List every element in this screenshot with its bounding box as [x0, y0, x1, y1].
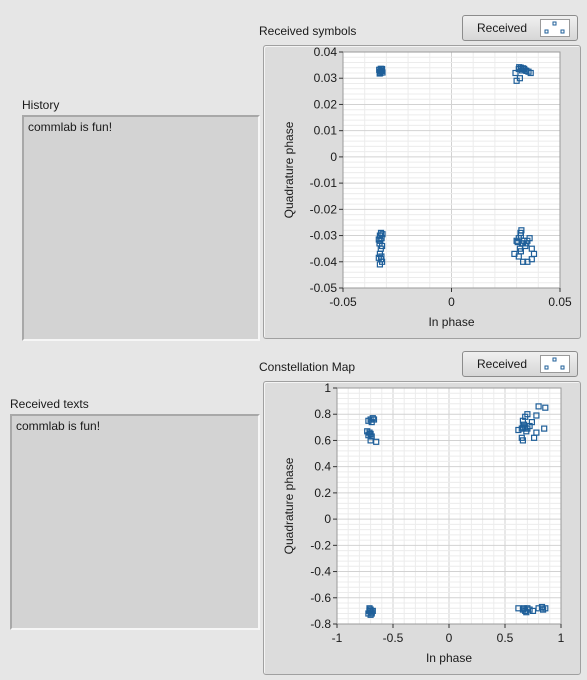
rs-ytick-label: 0	[330, 150, 337, 164]
cm-data-point	[373, 438, 380, 445]
cm-data-point	[368, 433, 375, 440]
cm-data-point	[365, 417, 372, 424]
rs-ytick-label: -0.01	[310, 176, 338, 190]
rs-ytick-label: 0.01	[314, 124, 338, 138]
cm-ytick-label: -0.4	[310, 565, 331, 579]
cm-ytick-label: 0.2	[314, 486, 331, 500]
received-symbols-chart[interactable]: 0.04 0.03 0.02 0.01 0 -0.01 -0.02 -0.03 -0.04 -0.…	[263, 45, 579, 337]
cm-ytick-label: 0.4	[314, 460, 331, 474]
received-texts-text: commlab is fun!	[16, 419, 101, 433]
rs-data-point	[378, 253, 385, 260]
rs-data-point	[376, 261, 384, 268]
rs-data-point	[520, 258, 527, 265]
history-textbox[interactable]: commlab is fun!	[22, 115, 260, 341]
cm-ytick-label: 1	[324, 381, 331, 395]
cm-xtick-label: 1	[558, 631, 565, 645]
constellation-map-legend[interactable]: Received	[462, 351, 578, 377]
cm-ylabel: Quadrature phase	[282, 457, 296, 554]
cm-data-point	[540, 606, 547, 613]
rs-ytick-label: -0.02	[310, 202, 338, 216]
cm-ytick-label: 0.8	[314, 407, 331, 421]
rs-data-point	[516, 64, 523, 71]
rs-data-point	[518, 227, 525, 234]
cm-ytick-label: 0.6	[314, 433, 331, 447]
constellation-map-legend-label: Received	[477, 357, 528, 371]
cm-ytick-label: -0.6	[310, 591, 331, 605]
cm-data-point	[523, 428, 530, 435]
cm-xlabel: In phase	[426, 651, 472, 665]
constellation-map-legend-swatch-icon	[540, 355, 570, 373]
cm-data-point	[370, 416, 378, 423]
rs-series-received	[375, 64, 538, 268]
cm-xtick-label: 0.5	[497, 631, 514, 645]
history-text: commlab is fun!	[28, 120, 113, 134]
constellation-map-chart[interactable]: 1 0.8 0.6 0.4 0.2 0 -0.2 -0.4 -0.6 -0.8-1 -0.5 0 0.5…	[263, 381, 579, 673]
cm-data-point	[518, 434, 525, 441]
rs-ylabel: Quadrature phase	[282, 121, 296, 218]
rs-data-point	[523, 67, 530, 74]
rs-data-point	[516, 75, 523, 82]
cm-data-point	[533, 412, 540, 419]
received-texts-textbox[interactable]: commlab is fun!	[10, 414, 260, 630]
cm-ytick-label: 0	[324, 512, 331, 526]
cm-xtick-label: 0	[446, 631, 453, 645]
cm-data-point	[531, 434, 538, 441]
cm-grid	[336, 387, 562, 625]
cm-series-received	[364, 403, 549, 618]
rs-data-point	[514, 239, 521, 246]
cm-data-point	[535, 403, 542, 410]
cm-data-point	[542, 404, 549, 411]
rs-ytick-label: -0.03	[310, 229, 338, 243]
cm-xtick-label: -0.5	[383, 631, 404, 645]
rs-data-point	[517, 248, 524, 255]
rs-xtick-label: -0.05	[329, 295, 357, 309]
received-symbols-title: Received symbols	[259, 24, 357, 38]
cm-data-point	[528, 418, 535, 426]
rs-ytick-label: 0.04	[314, 45, 338, 59]
cm-data-point	[541, 425, 548, 432]
cm-ytick-label: -0.2	[310, 538, 331, 552]
rs-data-point	[379, 231, 386, 238]
received-symbols-legend-label: Received	[477, 21, 528, 35]
received-symbols-legend-swatch-icon	[540, 19, 570, 37]
cm-ytick-label: -0.8	[310, 617, 331, 631]
rs-data-point	[376, 70, 383, 77]
constellation-map-title: Constellation Map	[259, 360, 356, 374]
history-label: History	[22, 98, 60, 112]
cm-data-point	[364, 428, 371, 435]
rs-xlabel: In phase	[428, 315, 474, 329]
cm-data-point	[368, 610, 375, 617]
rs-ytick-label: 0.03	[314, 71, 338, 85]
cm-data-point	[529, 607, 537, 614]
rs-data-point	[524, 258, 531, 265]
rs-ytick-label: -0.05	[310, 281, 338, 295]
rs-data-point	[375, 236, 382, 243]
cm-data-point	[524, 411, 531, 418]
cm-data-point	[520, 605, 528, 612]
rs-grid	[342, 51, 561, 289]
rs-data-point	[511, 250, 518, 257]
rs-data-point	[512, 69, 519, 77]
cm-xtick-label: -1	[332, 631, 343, 645]
received-texts-label: Received texts	[10, 397, 89, 411]
rs-ytick-label: 0.02	[314, 97, 338, 111]
received-symbols-legend[interactable]: Received	[462, 15, 578, 41]
rs-xtick-label: 0	[448, 295, 455, 309]
rs-ytick-label: -0.04	[310, 255, 338, 269]
rs-data-point	[523, 240, 530, 247]
rs-xtick-label: 0.05	[548, 295, 572, 309]
